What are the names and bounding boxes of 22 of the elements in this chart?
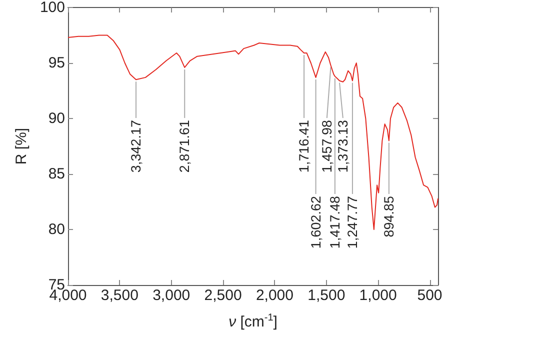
x-tick-label: 2,500 <box>204 287 242 304</box>
annotation: 894.85 <box>381 196 396 238</box>
x-tick-label: 2,000 <box>256 287 294 304</box>
annotation: 1,247.77 <box>344 196 360 249</box>
annotation: 1,417.48 <box>327 196 342 249</box>
annotation: 1,373.13 <box>335 120 350 173</box>
x-tick-label: 1,000 <box>359 287 397 304</box>
annotation: 3,342.17 <box>128 120 144 173</box>
y-tick-label: 80 <box>48 221 65 238</box>
annotation: 2,871.61 <box>177 120 192 173</box>
x-tick-label: 500 <box>417 287 442 304</box>
annotation: 1,457.98 <box>319 120 334 173</box>
y-tick-label: 95 <box>48 54 65 72</box>
x-tick-label: 3,000 <box>152 287 190 304</box>
y-axis-title: R [%] <box>13 128 30 165</box>
y-tick-label: 85 <box>48 166 65 182</box>
y-tick-label: 90 <box>48 110 65 127</box>
x-tick-label: 1,500 <box>308 287 346 304</box>
annotation: 1,602.62 <box>308 196 324 249</box>
y-tick-label: 100 <box>40 0 65 16</box>
annotation: 1,716.41 <box>296 120 312 173</box>
x-tick-label: 3,500 <box>100 287 138 304</box>
